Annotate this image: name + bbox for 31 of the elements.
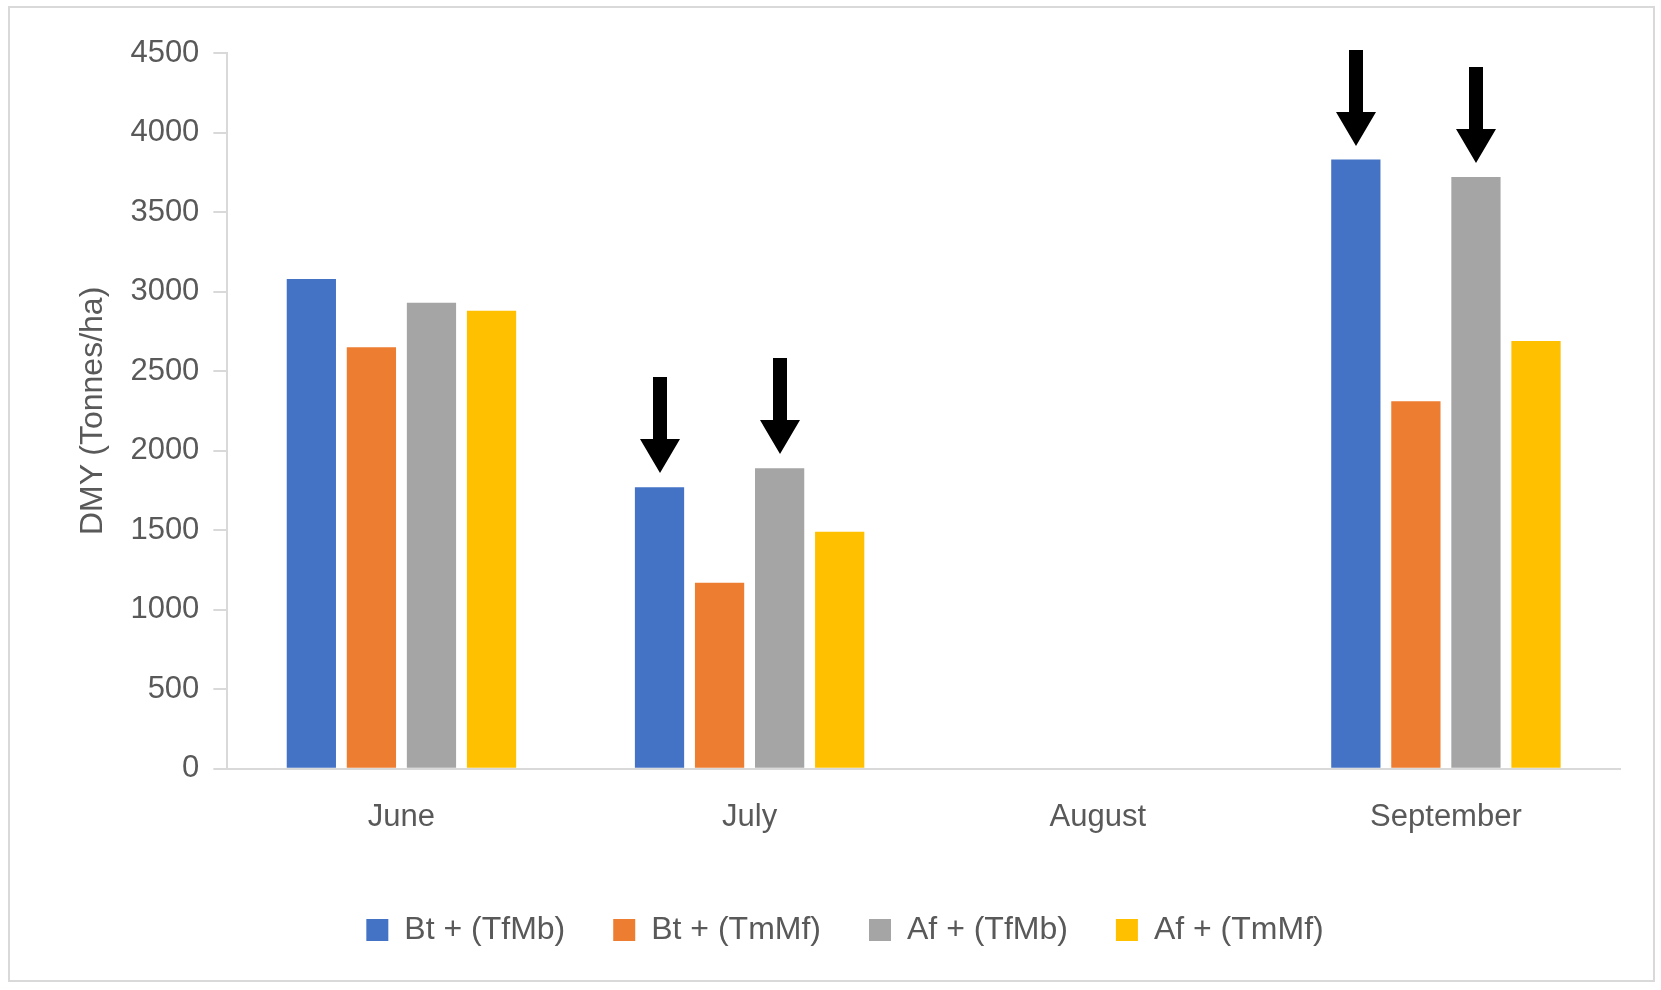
y-tick-label: 500 <box>147 669 200 705</box>
bar <box>694 582 745 768</box>
bar <box>755 468 805 768</box>
bar <box>466 310 517 768</box>
legend-label: Af + (TmMf) <box>1153 909 1324 946</box>
bar <box>1331 159 1381 768</box>
x-tick-label: June <box>367 797 436 833</box>
y-tick-label: 3000 <box>130 272 200 308</box>
legend-label: Bt + (TfMb) <box>404 909 566 946</box>
bar <box>286 278 336 768</box>
x-tick-label: July <box>722 797 778 833</box>
y-tick-label: 4000 <box>130 113 200 149</box>
x-tick-label: September <box>1370 797 1522 833</box>
legend-label: Af + (TfMb) <box>907 909 1068 946</box>
bar <box>634 487 685 768</box>
bar <box>1451 177 1501 768</box>
y-tick-label: 4500 <box>130 33 200 69</box>
bar <box>346 347 397 768</box>
y-axis-title: DMY (Tonnes/ha) <box>73 286 110 536</box>
y-tick-label: 3500 <box>130 192 200 228</box>
y-tick-label: 1500 <box>130 510 200 546</box>
y-tick-label: 2000 <box>130 431 200 467</box>
y-tick-label: 0 <box>182 749 200 785</box>
y-tick-label: 2500 <box>130 351 200 387</box>
legend-label: Bt + (TmMf) <box>651 909 821 946</box>
bar <box>1391 401 1441 768</box>
bar <box>1511 340 1561 768</box>
bar <box>815 531 865 768</box>
y-tick-label: 1000 <box>130 590 200 626</box>
x-tick-label: August <box>1049 797 1147 833</box>
bar <box>406 302 457 768</box>
